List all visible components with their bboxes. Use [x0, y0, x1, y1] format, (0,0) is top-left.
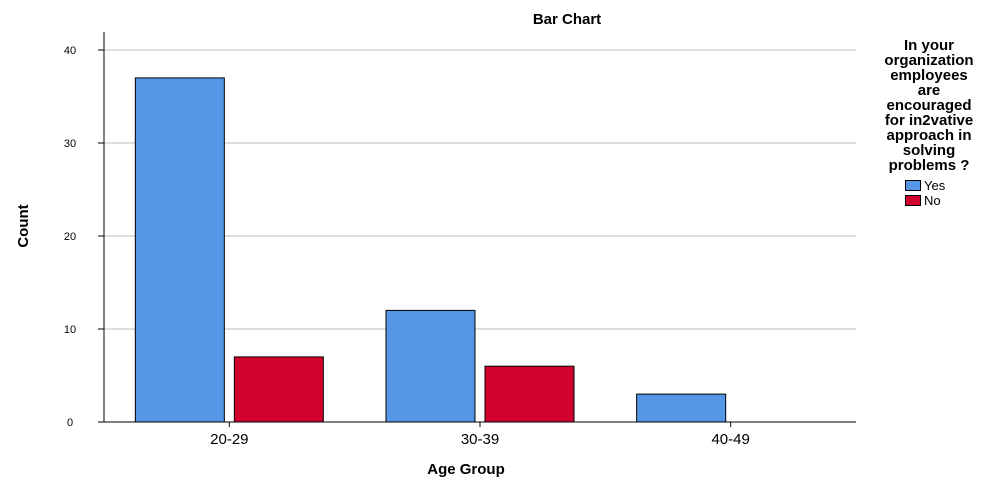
legend-title-line: employees: [890, 67, 968, 84]
y-tick-label: 20: [64, 231, 76, 243]
x-tick-label: 20-29: [210, 431, 248, 448]
legend-label: No: [924, 193, 941, 208]
legend: In your organization employees are encourage…: [862, 38, 996, 208]
legend-title: In your organization employees are encourage…: [862, 38, 996, 173]
legend-title-line: for in2vative: [884, 112, 974, 129]
grid-lines: [98, 49, 856, 423]
bars: [134, 77, 727, 423]
bar-no-30-39: [484, 365, 575, 423]
legend-title-line: are: [917, 82, 941, 99]
y-tick-label: 10: [64, 324, 76, 336]
legend-item-no: No: [905, 193, 996, 208]
legend-swatch: [905, 195, 921, 206]
x-tick-label: 40-49: [711, 431, 749, 448]
legend-title-line: problems ?: [888, 157, 970, 174]
y-tick-label: 40: [64, 45, 76, 57]
legend-title-line: In your: [903, 37, 954, 54]
bar-yes-40-49: [636, 393, 727, 423]
legend-item-yes: Yes: [905, 178, 996, 193]
x-tick-label: 30-39: [461, 431, 499, 448]
x-axis-title: Age Group: [427, 461, 505, 478]
legend-label: Yes: [924, 178, 946, 193]
y-axis-title: Count: [15, 204, 32, 247]
y-tick-label: 0: [67, 417, 73, 429]
legend-title-line: solving: [902, 142, 956, 159]
bar-yes-20-29: [134, 77, 225, 423]
legend-title-line: approach in: [886, 127, 972, 144]
legend-swatch: [905, 180, 921, 191]
legend-title-line: encouraged: [886, 97, 972, 114]
y-tick-labels: 0 10 20 30 40: [64, 45, 76, 429]
chart-title: Bar Chart: [533, 11, 601, 28]
y-tick-label: 30: [64, 138, 76, 150]
legend-items: Yes No: [905, 178, 996, 208]
bar-yes-30-39: [385, 309, 476, 423]
legend-title-line: organization: [884, 52, 974, 69]
x-tick-labels: 20-29 30-39 40-49: [210, 422, 750, 448]
bar-no-20-29: [233, 356, 324, 423]
